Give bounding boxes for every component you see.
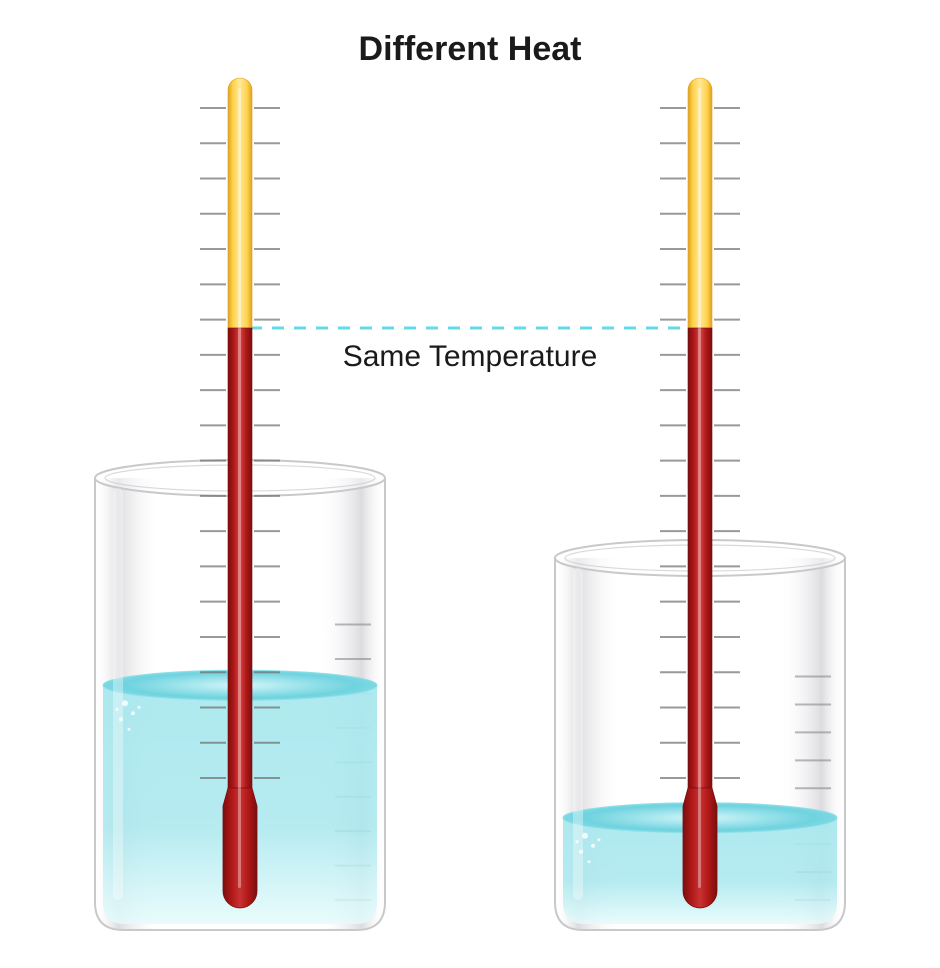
diagram-canvas	[0, 0, 940, 968]
